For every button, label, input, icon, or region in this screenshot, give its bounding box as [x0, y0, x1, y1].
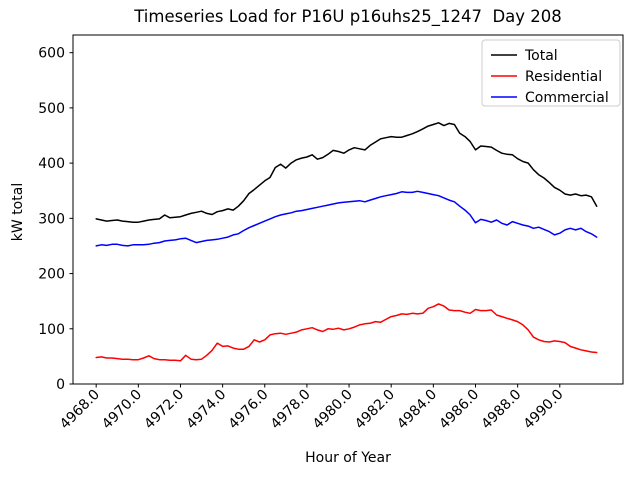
series-line-total: [95, 122, 598, 223]
y-tick-label: 0: [56, 377, 65, 393]
legend-label-residential: Residential: [525, 69, 602, 85]
y-tick-label: 100: [38, 322, 65, 338]
y-axis-label: kW total: [10, 183, 26, 241]
series-lines: [95, 122, 598, 362]
series-line-residential: [95, 303, 598, 362]
x-axis-label: Hour of Year: [305, 450, 391, 466]
legend: Total Residential Commercial: [481, 39, 621, 107]
axes-border: [72, 34, 624, 385]
legend-label-total: Total: [524, 48, 558, 64]
y-axis-ticks: 0 100 200 300 400 500 600: [38, 46, 73, 393]
y-tick-label: 300: [38, 211, 65, 227]
y-tick-label: 200: [38, 267, 65, 283]
y-tick-label: 400: [38, 156, 65, 172]
chart-title: Timeseries Load for P16U p16uhs25_1247 D…: [133, 7, 562, 27]
legend-box: [481, 39, 621, 107]
y-tick-label: 600: [38, 46, 65, 62]
y-tick-label: 500: [38, 101, 65, 117]
legend-label-commercial: Commercial: [525, 90, 609, 106]
series-line-commercial: [95, 190, 598, 247]
